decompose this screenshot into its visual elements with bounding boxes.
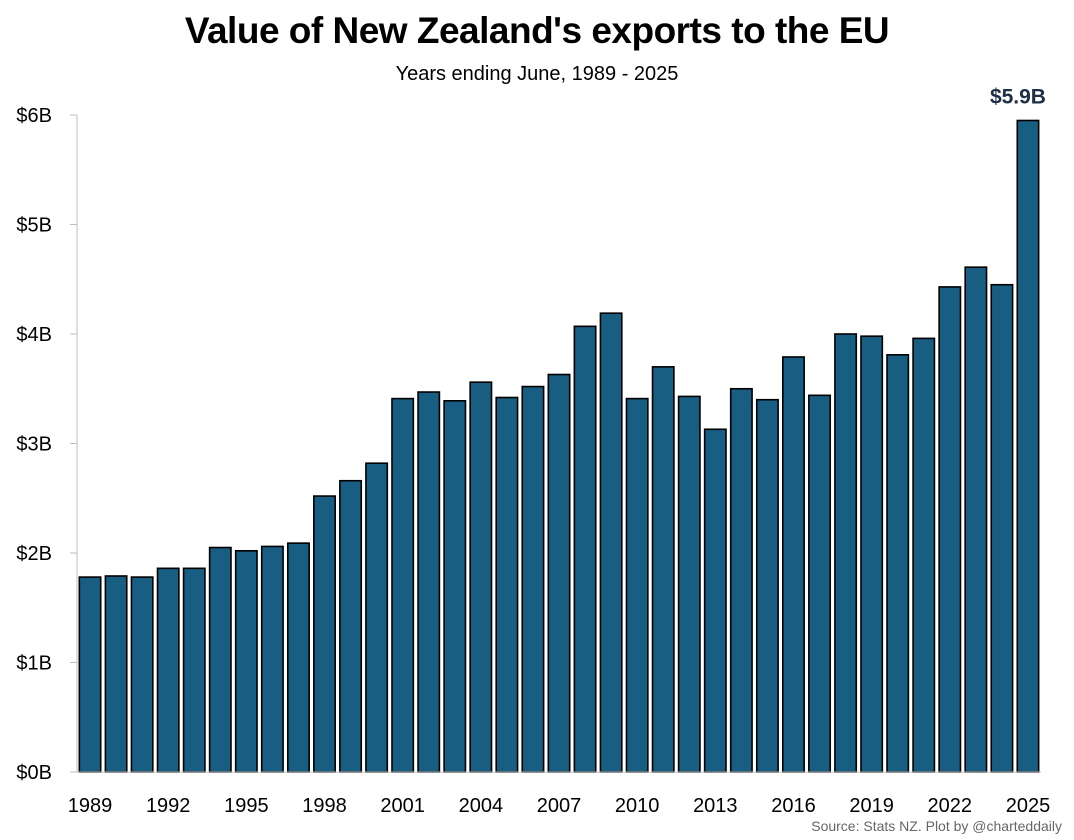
bar-2024 <box>990 283 1014 773</box>
y-tick-label: $4B <box>16 324 52 346</box>
bar-2020 <box>886 354 910 773</box>
x-tick-label: 2010 <box>615 795 660 817</box>
y-tick-label: $3B <box>16 434 52 456</box>
y-tick-label: $1B <box>16 653 52 675</box>
bar-1995 <box>234 550 258 773</box>
x-tick-label: 2004 <box>459 795 504 817</box>
bar-2025 <box>1016 119 1040 773</box>
bar-2007 <box>547 373 571 773</box>
x-axis: 1989 1992 1995 1998 2001 2004 2007 2010 2013 2016… <box>68 771 1051 817</box>
annotations: $5.9B <box>990 85 1046 108</box>
bar-1989 <box>78 576 102 773</box>
bar-1992 <box>156 567 180 773</box>
x-tick-label: 2007 <box>537 795 582 817</box>
bar-1999 <box>339 479 363 773</box>
bar-1990 <box>104 575 128 773</box>
bar-1991 <box>130 576 154 773</box>
bar-2008 <box>573 325 597 773</box>
y-tick-label: $0B <box>16 762 52 784</box>
x-tick-label: 2013 <box>693 795 738 817</box>
bar-1997 <box>286 542 310 773</box>
bar-1994 <box>208 546 232 773</box>
x-tick-label: 2016 <box>771 795 816 817</box>
bar-2019 <box>860 335 884 773</box>
y-tick-label: $5B <box>16 215 52 237</box>
x-tick-label: 2025 <box>1006 795 1051 817</box>
bar-2001 <box>391 397 415 773</box>
data-label-2025: $5.9B <box>990 85 1046 108</box>
bar-2016 <box>781 356 805 773</box>
bar-2000 <box>365 462 389 773</box>
x-tick-label: 1995 <box>224 795 269 817</box>
bar-1998 <box>313 495 336 773</box>
bar-2017 <box>808 394 832 773</box>
source-note: Source: Stats NZ. Plot by @charteddaily <box>811 818 1062 834</box>
chart-title: Value of New Zealand's exports to the EU <box>184 10 890 51</box>
chart-subtitle: Years ending June, 1989 - 2025 <box>395 63 679 85</box>
x-tick-label: 1992 <box>146 795 191 817</box>
x-tick-label: 2022 <box>928 795 973 817</box>
x-tick-label: 1989 <box>68 795 113 817</box>
x-tick-label: 1998 <box>302 795 347 817</box>
y-tick-label: $6B <box>16 105 52 127</box>
y-axis: $0B $1B $2B $3B $4B $5B $6B <box>16 105 78 784</box>
bar-2009 <box>599 312 623 773</box>
bar-2021 <box>912 337 936 773</box>
bar-2006 <box>521 385 545 773</box>
y-tick-label: $2B <box>16 543 52 565</box>
bar-2018 <box>834 333 858 773</box>
bar-1993 <box>182 567 206 773</box>
bar-2015 <box>755 398 779 773</box>
bar-2002 <box>417 391 441 773</box>
bar-2003 <box>443 399 467 773</box>
bar-2013 <box>703 428 727 773</box>
bar-2014 <box>729 387 753 773</box>
bar-2022 <box>938 286 962 773</box>
bar-2012 <box>677 395 701 773</box>
bar-2005 <box>495 396 519 773</box>
bars <box>78 119 1040 773</box>
bar-2004 <box>469 381 493 773</box>
x-tick-label: 2019 <box>849 795 894 817</box>
bar-2023 <box>964 266 988 773</box>
bar-2011 <box>651 366 675 773</box>
bar-1996 <box>260 545 284 773</box>
x-tick-label: 2001 <box>380 795 425 817</box>
bar-2010 <box>625 397 649 773</box>
